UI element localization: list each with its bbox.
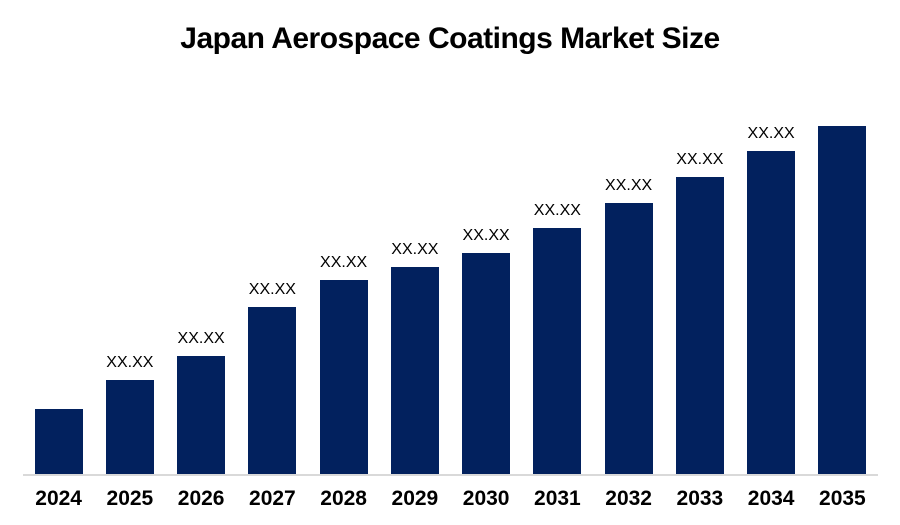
bar-value-label-2028: XX.XX — [320, 254, 368, 271]
bar-value-label-2031: XX.XX — [533, 202, 581, 219]
x-tick-2034: 2034 — [747, 487, 795, 510]
plot-area: XX.XX XX.XX XX.XX XX.XX XX.XX XX.XX XX.XX XX.XX… — [23, 74, 878, 474]
x-axis: 2024 2025 2026 2027 2028 2029 2030 2031 2032 2033… — [23, 487, 878, 511]
bar-value-label-2034: XX.XX — [747, 125, 795, 142]
bar-2031 — [533, 228, 582, 474]
bar-2026 — [177, 356, 226, 474]
bar-slot-2027: XX.XX — [237, 74, 308, 474]
bar-2028 — [319, 280, 368, 474]
bar-value-label-2030: XX.XX — [462, 227, 510, 244]
bar-value-label-2026: XX.XX — [177, 330, 225, 347]
bar-slot-2031: XX.XX — [522, 74, 593, 474]
bar-2027 — [248, 307, 297, 474]
bar-2034 — [747, 151, 796, 474]
chart-title: Japan Aerospace Coatings Market Size — [180, 22, 720, 55]
bar-value-label-2027: XX.XX — [248, 281, 296, 298]
bar-slot-2035 — [807, 74, 878, 474]
bar-2032 — [604, 203, 653, 474]
x-tick-2035: 2035 — [819, 487, 866, 510]
x-tick-2027: 2027 — [249, 487, 296, 510]
bar-slot-2030: XX.XX — [451, 74, 522, 474]
bar-slot-2024 — [23, 74, 94, 474]
bar-value-label-2029: XX.XX — [391, 241, 439, 258]
bar-value-label-2032: XX.XX — [605, 177, 653, 194]
bar-value-label-2025: XX.XX — [106, 354, 154, 371]
bar-2029 — [390, 267, 439, 474]
bar-2024 — [34, 409, 83, 474]
bar-slot-2029: XX.XX — [379, 74, 450, 474]
x-tick-2029: 2029 — [391, 487, 439, 510]
bar-slot-2034: XX.XX — [736, 74, 807, 474]
x-tick-2025: 2025 — [106, 487, 154, 510]
bar-slot-2026: XX.XX — [166, 74, 237, 474]
bar-2033 — [675, 177, 724, 474]
x-tick-2024: 2024 — [35, 487, 82, 510]
bar-2025 — [105, 380, 154, 474]
bar-slot-2025: XX.XX — [94, 74, 165, 474]
bar-2035 — [818, 126, 867, 474]
x-tick-2032: 2032 — [605, 487, 652, 510]
bar-slot-2032: XX.XX — [593, 74, 664, 474]
bar-slot-2028: XX.XX — [308, 74, 379, 474]
x-tick-2030: 2030 — [462, 487, 510, 510]
x-tick-2026: 2026 — [177, 487, 225, 510]
bar-2030 — [462, 253, 511, 474]
x-tick-2028: 2028 — [320, 487, 367, 510]
x-axis-line — [23, 474, 878, 476]
x-tick-2033: 2033 — [676, 487, 724, 510]
bar-value-label-2033: XX.XX — [676, 151, 724, 168]
x-tick-2031: 2031 — [534, 487, 581, 510]
bar-slot-2033: XX.XX — [664, 74, 735, 474]
